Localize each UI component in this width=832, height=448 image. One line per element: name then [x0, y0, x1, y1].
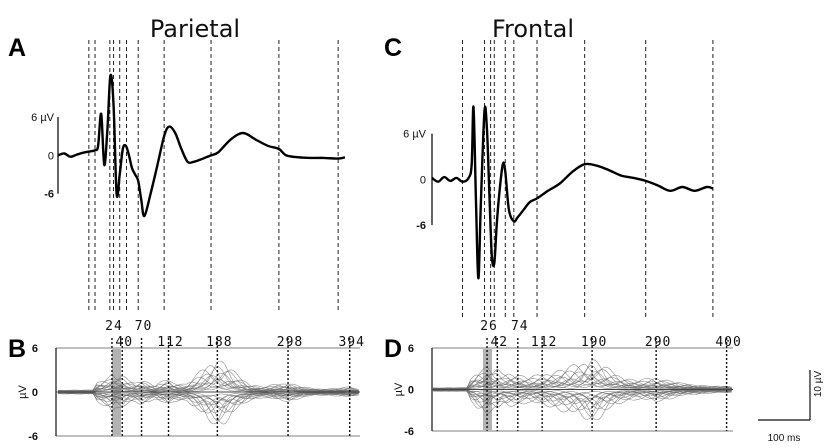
butterfly-trace-b-17 — [57, 392, 359, 413]
panel-c-title: Frontal — [492, 15, 574, 43]
peak-label-b-6: 394 — [338, 335, 364, 350]
panel-a-plot: 6 µV 0 -6 — [31, 40, 346, 310]
y-tick-label-c-0: 6 µV — [403, 129, 427, 141]
y-tick-label-a-1: 0 — [48, 150, 54, 162]
peak-label-b-3: 112 — [157, 335, 183, 350]
butterfly-trace-b-14 — [58, 365, 359, 392]
panel-c-label: C — [384, 34, 402, 62]
butterfly-trace-d-22 — [431, 364, 732, 390]
y-tick-label-c-1: 0 — [420, 174, 426, 186]
peak-label-d-3: 112 — [531, 335, 557, 350]
y-axis-label-d: µV — [393, 382, 405, 396]
butterfly-trace-d-15 — [431, 389, 732, 395]
peak-label-d-2: 74 — [511, 319, 529, 334]
peak-label-b-0: 24 — [105, 319, 123, 334]
butterfly-trace-d-20 — [431, 373, 732, 390]
butterfly-trace-b-10 — [57, 371, 359, 392]
peak-label-d-5: 290 — [645, 335, 671, 350]
panel-d-label: D — [384, 335, 402, 363]
scale-bar-vertical-label: 10 µV — [813, 371, 824, 398]
panel-a-title: Parietal — [150, 15, 240, 43]
butterfly-trace-d-14 — [432, 363, 732, 390]
peak-label-b-4: 188 — [206, 335, 232, 350]
butterfly-trace-b-3 — [57, 392, 359, 413]
butterfly-trace-d-24 — [432, 371, 732, 390]
butterfly-trace-b-21 — [57, 392, 359, 414]
peak-label-b-2: 70 — [135, 319, 153, 334]
butterfly-trace-d-17 — [431, 389, 732, 410]
scale-bar: 10 µV 100 ms — [758, 370, 824, 444]
butterfly-trace-b-24 — [58, 372, 359, 392]
butterfly-trace-d-10 — [431, 369, 732, 390]
scale-bar-horizontal-label: 100 ms — [768, 433, 801, 444]
y-tick-label-a-0: 6 µV — [31, 112, 55, 124]
peak-label-d-0: 26 — [480, 319, 498, 334]
peak-label-b-5: 298 — [277, 335, 303, 350]
y-tick-label-d-1: 0 — [408, 385, 414, 397]
butterfly-trace-d-18 — [432, 359, 732, 390]
waveform-c — [431, 105, 714, 280]
peak-label-d-1: 42 — [490, 335, 508, 350]
peak-label-d-4: 190 — [581, 335, 607, 350]
peak-label-d-6: 400 — [715, 335, 741, 350]
y-tick-label-a-2: -6 — [44, 189, 54, 201]
y-tick-label-b-2: -6 — [28, 431, 38, 443]
y-tick-label-b-1: 0 — [32, 387, 38, 399]
butterfly-trace-d-25 — [431, 389, 732, 418]
panel-a-label: A — [8, 34, 26, 62]
y-tick-label-b-0: 6 — [32, 343, 38, 355]
peak-label-b-1: 40 — [115, 335, 133, 350]
y-axis-label-b: µV — [17, 385, 29, 399]
butterfly-trace-b-25 — [57, 392, 359, 422]
y-tick-label-c-2: -6 — [416, 220, 426, 232]
panel-c-plot: 6 µV 0 -6 — [403, 40, 714, 320]
y-tick-label-d-2: -6 — [404, 426, 414, 438]
waveform-a — [57, 73, 346, 218]
panel-b-label: B — [8, 335, 26, 363]
butterfly-trace-d-21 — [431, 389, 732, 411]
butterfly-trace-b-22 — [57, 369, 359, 392]
butterfly-trace-d-3 — [431, 389, 732, 412]
y-tick-label-d-0: 6 — [408, 343, 414, 355]
